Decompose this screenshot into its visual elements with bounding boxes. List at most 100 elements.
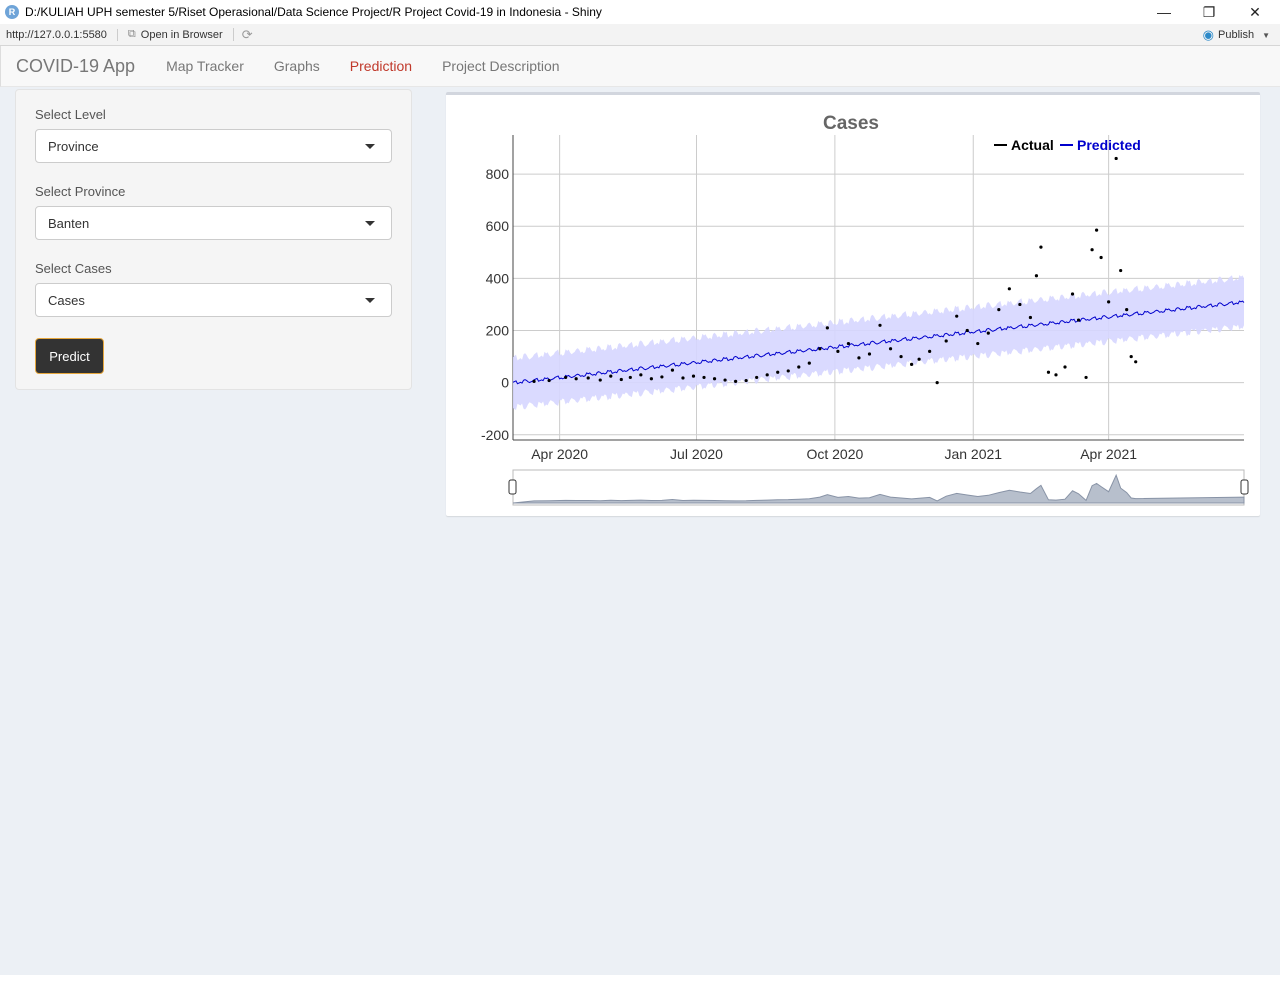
tab-graphs[interactable]: Graphs bbox=[273, 58, 320, 74]
r-app-icon: R bbox=[5, 5, 19, 19]
navbar: COVID-19 App Map Tracker Graphs Predicti… bbox=[0, 46, 1280, 87]
tab-project-description[interactable]: Project Description bbox=[442, 58, 560, 74]
url-text[interactable]: http://127.0.0.1:5580 bbox=[0, 28, 118, 41]
actual-data-point bbox=[878, 323, 882, 327]
select-cases-label: Select Cases bbox=[35, 261, 112, 276]
actual-data-point bbox=[986, 331, 990, 335]
range-slider-left-handle bbox=[508, 479, 517, 495]
actual-data-point bbox=[1099, 255, 1103, 260]
chevron-down-icon[interactable]: ▼ bbox=[1262, 30, 1270, 40]
x-tick-label: Apr 2021 bbox=[1080, 446, 1137, 462]
actual-data-point bbox=[888, 347, 893, 351]
select-province-value: Banten bbox=[48, 215, 90, 231]
brand-title[interactable]: COVID-19 App bbox=[16, 55, 136, 76]
actual-data-point bbox=[1007, 287, 1011, 291]
actual-data-point bbox=[723, 378, 727, 382]
open-in-browser-button[interactable]: ⧉ Open in Browser bbox=[118, 28, 234, 41]
actual-data-point bbox=[564, 375, 568, 380]
actual-data-point bbox=[1129, 354, 1133, 359]
actual-data-point bbox=[976, 341, 980, 346]
actual-data-point bbox=[899, 354, 903, 359]
actual-data-point bbox=[917, 357, 921, 361]
actual-data-point bbox=[586, 376, 590, 380]
actual-data-point bbox=[818, 347, 822, 351]
open-in-browser-label: Open in Browser bbox=[140, 28, 223, 41]
range-slider-right-handle bbox=[1240, 479, 1249, 495]
actual-data-point bbox=[609, 374, 613, 378]
tab-map-tracker[interactable]: Map Tracker bbox=[166, 58, 244, 74]
publish-icon: ◉ bbox=[1202, 27, 1214, 42]
actual-data-point bbox=[1090, 248, 1094, 252]
chevron-down-icon bbox=[365, 144, 375, 149]
chevron-down-icon bbox=[365, 221, 375, 226]
x-tick-label: Oct 2020 bbox=[806, 446, 863, 462]
actual-data-point bbox=[547, 378, 551, 383]
actual-data-point bbox=[1119, 268, 1123, 273]
actual-data-point bbox=[797, 365, 801, 369]
actual-data-point bbox=[1070, 292, 1075, 296]
x-tick-label: Apr 2020 bbox=[531, 446, 588, 462]
bottom-strip bbox=[0, 975, 1280, 983]
actual-data-point bbox=[1054, 373, 1058, 377]
actual-data-point bbox=[691, 374, 696, 378]
select-province-dropdown[interactable]: Banten bbox=[35, 206, 392, 240]
actual-data-point bbox=[702, 375, 706, 380]
refresh-icon[interactable]: ⟳ bbox=[241, 26, 253, 42]
chart-card: Cases -200 0 200 400 600 800 Apr 2020 Jul 2020 Oc… bbox=[446, 92, 1260, 516]
select-cases-dropdown[interactable]: Cases bbox=[35, 283, 392, 317]
actual-data-point bbox=[670, 368, 675, 372]
actual-data-point bbox=[734, 379, 738, 383]
actual-data-point bbox=[997, 308, 1001, 312]
actual-data-point bbox=[532, 379, 536, 383]
actual-data-point bbox=[1114, 156, 1118, 161]
tab-prediction[interactable]: Prediction bbox=[349, 58, 413, 74]
y-tick-label: 600 bbox=[486, 218, 510, 234]
minimize-button[interactable]: — bbox=[1157, 4, 1171, 20]
y-tick-label: -200 bbox=[481, 427, 509, 443]
actual-data-point bbox=[1084, 375, 1088, 380]
actual-data-point bbox=[1039, 245, 1043, 249]
publish-label: Publish bbox=[1218, 29, 1255, 41]
actual-data-point bbox=[1076, 318, 1081, 322]
legend-actual-label: Actual bbox=[1011, 137, 1054, 153]
range-slider-minichart bbox=[512, 473, 1245, 504]
select-province-label: Select Province bbox=[35, 184, 126, 199]
publish-button[interactable]: ◉ Publish ▼ bbox=[1203, 24, 1270, 46]
restore-button[interactable]: ❐ bbox=[1202, 3, 1216, 20]
prediction-chart[interactable]: Cases -200 0 200 400 600 800 Apr 2020 Jul 2020 Oc… bbox=[446, 95, 1260, 519]
actual-data-point bbox=[712, 377, 717, 381]
actual-data-point bbox=[1028, 315, 1033, 320]
x-tick-label: Jan 2021 bbox=[944, 446, 1002, 462]
window-title: D:/KULIAH UPH semester 5/Riset Operasion… bbox=[25, 5, 602, 19]
x-tick-label: Jul 2020 bbox=[670, 446, 723, 462]
predicted-series-line bbox=[512, 300, 1245, 385]
chart-title: Cases bbox=[823, 113, 879, 134]
select-cases-value: Cases bbox=[48, 292, 85, 308]
actual-data-point bbox=[639, 373, 643, 377]
y-tick-label: 800 bbox=[486, 166, 510, 182]
actual-data-point bbox=[846, 341, 851, 346]
actual-data-point bbox=[825, 326, 829, 330]
actual-data-point bbox=[744, 378, 748, 383]
actual-data-point bbox=[1094, 228, 1099, 232]
close-button[interactable]: ✕ bbox=[1249, 3, 1261, 20]
actual-data-point bbox=[786, 369, 790, 373]
actual-data-point bbox=[574, 377, 578, 381]
actual-data-point bbox=[1034, 274, 1039, 278]
actual-data-point bbox=[955, 314, 959, 318]
actual-data-point bbox=[1063, 365, 1067, 369]
chevron-down-icon bbox=[365, 298, 375, 303]
prediction-interval-band bbox=[513, 274, 1244, 410]
select-level-value: Province bbox=[48, 138, 99, 154]
actual-data-point bbox=[628, 375, 632, 380]
actual-data-point bbox=[776, 370, 780, 374]
actual-data-point bbox=[598, 378, 602, 382]
select-level-dropdown[interactable]: Province bbox=[35, 129, 392, 163]
select-level-label: Select Level bbox=[35, 107, 106, 122]
address-bar: http://127.0.0.1:5580 ⧉ Open in Browser … bbox=[0, 24, 1280, 46]
predict-button[interactable]: Predict bbox=[35, 338, 104, 374]
actual-data-point bbox=[836, 349, 840, 353]
actual-data-point bbox=[755, 375, 759, 380]
actual-data-point bbox=[1125, 308, 1129, 312]
actual-data-point bbox=[965, 328, 969, 333]
